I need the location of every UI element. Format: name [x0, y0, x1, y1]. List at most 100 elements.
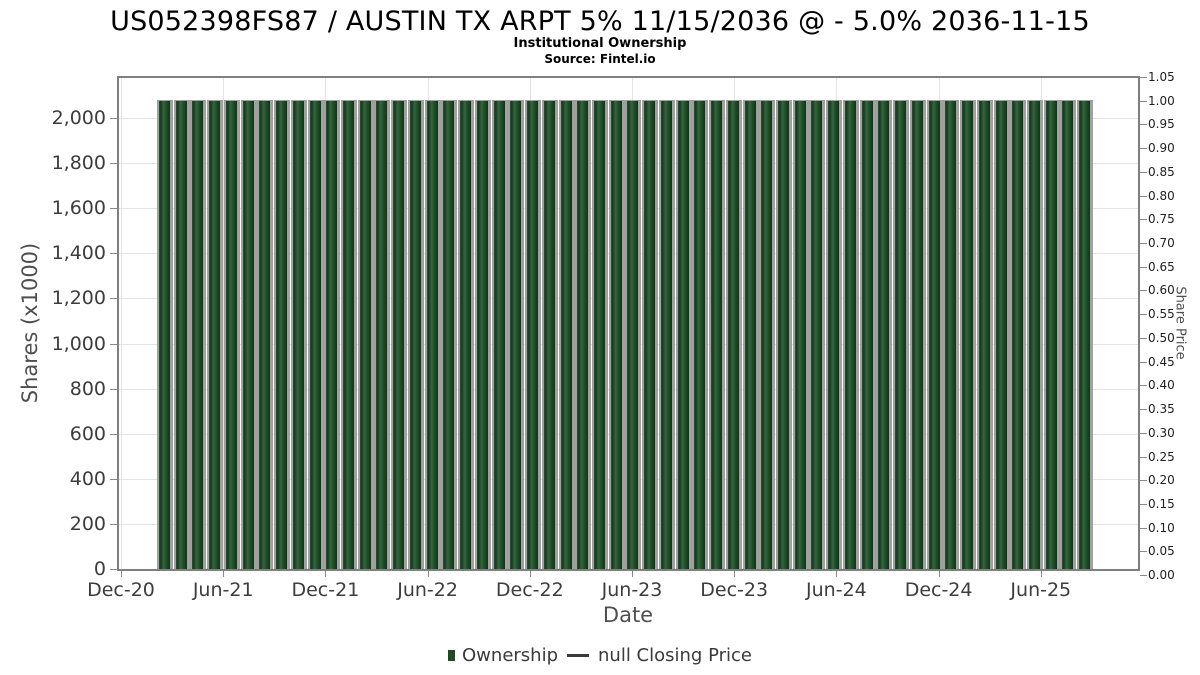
- right-axis-tick: [1140, 148, 1147, 150]
- ownership-bar[interactable]: [240, 99, 257, 569]
- ownership-bar-fill: [610, 100, 622, 569]
- ownership-bar-fill: [543, 100, 555, 569]
- ownership-bar[interactable]: [508, 99, 525, 569]
- ownership-bar[interactable]: [207, 99, 224, 569]
- ownership-bar-fill: [560, 100, 572, 569]
- ownership-bar[interactable]: [725, 99, 742, 569]
- ownership-bar-fill: [711, 100, 723, 569]
- ownership-bar[interactable]: [675, 99, 692, 569]
- right-axis-tick-label: 0.30: [1148, 425, 1175, 440]
- ownership-bar[interactable]: [1043, 99, 1060, 569]
- x-axis-tick: [836, 571, 838, 577]
- ownership-bar[interactable]: [759, 99, 776, 569]
- ownership-bar-fill: [577, 100, 589, 569]
- y-axis-tick: [110, 343, 117, 345]
- ownership-bar[interactable]: [926, 99, 943, 569]
- chart-source: Source: Fintel.io: [544, 52, 656, 66]
- ownership-bar[interactable]: [642, 99, 659, 569]
- x-axis-tick: [121, 571, 122, 577]
- ownership-bar[interactable]: [993, 99, 1010, 569]
- right-axis-tick: [1140, 527, 1147, 529]
- ownership-bar[interactable]: [1026, 99, 1043, 569]
- ownership-bar[interactable]: [658, 99, 675, 569]
- right-axis-tick: [1140, 409, 1147, 411]
- y-axis-tick: [110, 118, 117, 119]
- ownership-bar[interactable]: [290, 99, 307, 569]
- ownership-bar[interactable]: [575, 99, 592, 569]
- ownership-bar[interactable]: [909, 99, 926, 569]
- ownership-bar[interactable]: [173, 99, 190, 569]
- ownership-bar-fill: [460, 100, 472, 569]
- ownership-bar-fill: [794, 100, 806, 569]
- right-axis-tick: [1140, 385, 1147, 387]
- ownership-bar[interactable]: [541, 99, 558, 569]
- ownership-bar[interactable]: [1077, 99, 1094, 569]
- ownership-bar[interactable]: [274, 99, 291, 569]
- ownership-bar[interactable]: [223, 99, 240, 569]
- ownership-bar[interactable]: [190, 99, 207, 569]
- ownership-bar-fill: [426, 100, 438, 569]
- ownership-bar[interactable]: [441, 99, 458, 569]
- ownership-bar-fill: [1012, 100, 1024, 569]
- ownership-bar[interactable]: [341, 99, 358, 569]
- ownership-bar[interactable]: [742, 99, 759, 569]
- ownership-bar[interactable]: [374, 99, 391, 569]
- ownership-bar-fill: [911, 100, 923, 569]
- ownership-bar-fill: [761, 100, 773, 569]
- ownership-bar-fill: [376, 100, 388, 569]
- ownership-bar[interactable]: [391, 99, 408, 569]
- ownership-bar[interactable]: [809, 99, 826, 569]
- ownership-bar[interactable]: [776, 99, 792, 569]
- right-axis-tick-label: 0.85: [1148, 164, 1175, 179]
- ownership-bar[interactable]: [307, 99, 324, 569]
- ownership-bar[interactable]: [1060, 99, 1077, 569]
- y-axis-tick: [110, 253, 117, 255]
- ownership-bar[interactable]: [474, 99, 491, 569]
- ownership-bar[interactable]: [842, 99, 859, 569]
- ownership-bar[interactable]: [357, 99, 374, 569]
- ownership-bar[interactable]: [324, 99, 341, 569]
- ownership-bar[interactable]: [407, 99, 424, 569]
- ownership-bar[interactable]: [491, 99, 508, 569]
- right-axis-tick-label: 0.80: [1148, 188, 1175, 203]
- ownership-bar-fill: [778, 100, 789, 569]
- ownership-bar-fill: [593, 100, 605, 569]
- ownership-bar[interactable]: [257, 99, 274, 569]
- ownership-bar[interactable]: [608, 99, 625, 569]
- y-axis-tick-label: 2,000: [51, 107, 106, 129]
- y-axis-tick-label: 400: [69, 467, 106, 490]
- ownership-bar-fill: [276, 100, 288, 569]
- y-axis-tick: [110, 433, 117, 435]
- ownership-bar[interactable]: [525, 99, 542, 569]
- ownership-bar-fill: [1062, 100, 1074, 569]
- ownership-bar[interactable]: [692, 99, 709, 569]
- ownership-bar[interactable]: [157, 99, 173, 569]
- ownership-bar[interactable]: [625, 99, 642, 569]
- ownership-bar[interactable]: [893, 99, 910, 569]
- ownership-bar[interactable]: [558, 99, 575, 569]
- ownership-bar[interactable]: [424, 99, 441, 569]
- right-axis-tick-label: 0.20: [1148, 473, 1175, 488]
- ownership-bar[interactable]: [458, 99, 475, 569]
- ownership-bar-fill: [660, 100, 672, 569]
- ownership-bar[interactable]: [976, 99, 993, 569]
- ownership-legend-label[interactable]: Ownership: [462, 645, 559, 666]
- ownership-bar[interactable]: [859, 99, 876, 569]
- right-axis-tick-label: 0.05: [1148, 544, 1175, 559]
- ownership-bar[interactable]: [876, 99, 893, 569]
- x-axis-title: Date: [602, 603, 654, 627]
- ownership-bar[interactable]: [709, 99, 726, 569]
- closing-price-legend-label[interactable]: null Closing Price: [598, 645, 752, 666]
- ownership-bar[interactable]: [1010, 99, 1027, 569]
- right-axis-tick-label: 0.60: [1148, 283, 1175, 298]
- x-axis-tick-label: Dec-24: [904, 579, 973, 601]
- ownership-bar[interactable]: [792, 99, 809, 569]
- ownership-bar[interactable]: [960, 99, 977, 569]
- ownership-bar[interactable]: [826, 99, 843, 569]
- right-axis-tick-label: 0.45: [1148, 354, 1175, 369]
- y-axis-tick-label: 1,400: [51, 242, 106, 265]
- ownership-bar[interactable]: [943, 99, 960, 569]
- x-axis-tick-label: Jun-25: [1010, 579, 1072, 601]
- ownership-bar[interactable]: [591, 99, 608, 569]
- y-axis-tick: [110, 478, 117, 480]
